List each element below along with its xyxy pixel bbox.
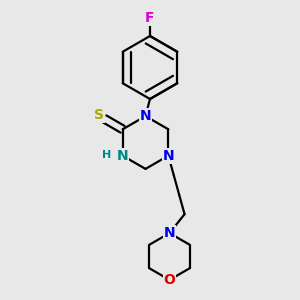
Text: H: H [102,150,112,160]
Text: O: O [164,273,175,287]
Text: N: N [164,226,175,240]
Text: S: S [94,109,104,122]
Text: N: N [140,109,151,123]
Text: N: N [117,149,128,163]
Text: F: F [145,11,155,25]
Text: N: N [163,149,174,163]
